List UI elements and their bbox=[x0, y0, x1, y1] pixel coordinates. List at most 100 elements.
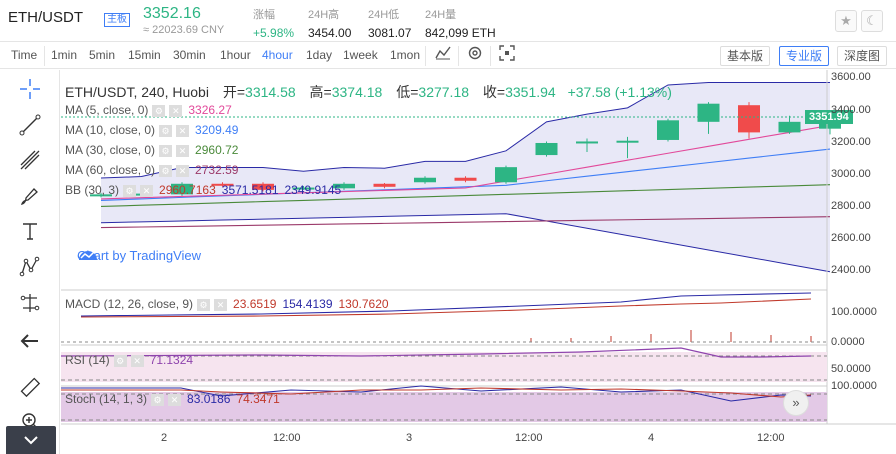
crosshair-icon[interactable] bbox=[14, 78, 46, 106]
candle-body bbox=[738, 105, 760, 133]
interval-time[interactable]: Time bbox=[11, 48, 38, 62]
interval-4hour[interactable]: 4hour bbox=[262, 48, 293, 62]
ma10-line bbox=[100, 148, 831, 201]
market-header: ETH/USDT 主板 3352.16 ≈ 22023.69 CNY 涨幅 +5… bbox=[0, 0, 896, 42]
stoch-k-line bbox=[61, 385, 812, 402]
bollinger-lower bbox=[100, 213, 831, 273]
candle-body bbox=[657, 120, 679, 140]
view-basic-button[interactable]: 基本版 bbox=[720, 46, 771, 66]
candle-body bbox=[454, 177, 477, 181]
legend-rsi[interactable]: RSI (14) ⚙ ✕ 71.1324 bbox=[65, 353, 194, 367]
price-tick: 3200.00 bbox=[831, 136, 871, 148]
legend-bb[interactable]: BB (30, 3) ⚙ ✕ 2960.7163 3571.5181 2349.9145 bbox=[65, 183, 342, 197]
interval-1min[interactable]: 1min bbox=[51, 48, 78, 62]
candle-body bbox=[211, 183, 234, 186]
interval-15min[interactable]: 15min bbox=[128, 48, 161, 62]
macd-signal-line bbox=[80, 298, 812, 318]
candle-body bbox=[333, 183, 355, 189]
candle-body bbox=[819, 123, 841, 129]
legend-ma5[interactable]: MA (5, close, 0) ⚙ ✕ 3326.27 bbox=[65, 103, 232, 117]
interval-1week[interactable]: 1week bbox=[343, 48, 378, 62]
price-tick: 3600.00 bbox=[831, 71, 871, 83]
time-tick: 3 bbox=[406, 432, 413, 444]
legend-stoch[interactable]: Stoch (14, 1, 3) ⚙ ✕ 83.0186 74.3471 bbox=[65, 392, 280, 406]
bollinger-upper bbox=[100, 82, 830, 179]
candle-body bbox=[90, 194, 112, 197]
indicator-icon[interactable] bbox=[432, 45, 454, 67]
interval-30min[interactable]: 30min bbox=[173, 48, 206, 62]
price-tick: 3400.00 bbox=[831, 104, 871, 116]
chart-canvas[interactable] bbox=[61, 70, 896, 454]
candle-body bbox=[778, 121, 801, 133]
settings-icon[interactable] bbox=[464, 45, 486, 67]
macd-line bbox=[80, 292, 812, 317]
last-price: 3352.16 bbox=[143, 5, 201, 22]
time-tick: 12:00 bbox=[757, 432, 785, 444]
stoch-d-line bbox=[61, 387, 812, 398]
view-pro-button[interactable]: 专业版 bbox=[779, 46, 830, 66]
legend-macd[interactable]: MACD (12, 26, close, 9) ⚙ ✕ 23.6519 154.4139… bbox=[65, 297, 389, 311]
time-tick: 4 bbox=[648, 432, 655, 444]
trendline-icon[interactable] bbox=[14, 114, 46, 142]
chart-toolbar: Time 1min 5min 15min 30min 1hour 4hour 1… bbox=[0, 43, 896, 69]
ma5-line bbox=[100, 124, 831, 200]
change-value: +37.58 (+1.13%) bbox=[567, 84, 672, 100]
price-tick: 2400.00 bbox=[831, 264, 871, 276]
close-value: 3351.94 bbox=[505, 84, 556, 100]
candle-body bbox=[292, 187, 315, 190]
ruler-icon[interactable] bbox=[14, 376, 46, 404]
interval-1hour[interactable]: 1hour bbox=[220, 48, 251, 62]
interval-1day[interactable]: 1day bbox=[306, 48, 333, 62]
time-tick: 2 bbox=[161, 432, 168, 444]
rsi-band bbox=[61, 352, 827, 382]
candle-body bbox=[414, 177, 436, 183]
open-value: 3314.58 bbox=[245, 84, 296, 100]
stat-low: 24H低 3081.07 bbox=[368, 9, 412, 40]
stat-volume: 24H量 842,099 ETH bbox=[425, 9, 496, 40]
drawing-tools bbox=[0, 70, 60, 454]
rsi-line bbox=[61, 347, 812, 358]
price-tick: 2800.00 bbox=[831, 200, 871, 212]
pattern-icon[interactable] bbox=[14, 256, 46, 284]
candle-body bbox=[616, 140, 639, 143]
time-tick: 12:00 bbox=[515, 432, 543, 444]
measure-icon[interactable] bbox=[14, 292, 46, 320]
low-value: 3277.18 bbox=[418, 84, 470, 100]
candle-body bbox=[697, 103, 720, 122]
star-icon[interactable]: ★ bbox=[835, 10, 857, 32]
rsi-tick: 50.0000 bbox=[831, 363, 871, 375]
time-tick: 12:00 bbox=[273, 432, 301, 444]
chart-title: ETH/USDT, 240, Huobi 开=3314.58 高=3374.18… bbox=[65, 84, 672, 100]
interval-5min[interactable]: 5min bbox=[89, 48, 116, 62]
candle-body bbox=[373, 183, 396, 187]
ma30-line bbox=[100, 184, 831, 207]
double-chevron-right-icon[interactable]: » bbox=[783, 390, 809, 416]
candle-body bbox=[171, 183, 193, 195]
legend-ma60[interactable]: MA (60, close, 0) ⚙ ✕ 2732.59 bbox=[65, 163, 239, 177]
moon-icon[interactable]: ☾ bbox=[861, 10, 883, 32]
price-chart[interactable]: ETH/USDT, 240, Huobi 开=3314.58 高=3374.18… bbox=[61, 70, 896, 454]
last-price-tag: 3351.94 bbox=[805, 110, 853, 124]
chevron-down-icon[interactable] bbox=[6, 426, 56, 454]
macd-histogram bbox=[530, 330, 812, 342]
interval-1mon[interactable]: 1mon bbox=[390, 48, 421, 62]
price-tick: 3000.00 bbox=[831, 168, 871, 180]
high-value: 3374.18 bbox=[331, 84, 383, 100]
stoch-band bbox=[61, 392, 827, 422]
tradingview-badge[interactable]: Chart by TradingView bbox=[77, 248, 202, 263]
brush-icon[interactable] bbox=[14, 185, 46, 213]
candle-body bbox=[535, 142, 558, 156]
back-arrow-icon[interactable] bbox=[14, 330, 46, 358]
text-icon[interactable] bbox=[14, 220, 46, 248]
candle-body bbox=[576, 141, 598, 144]
fullscreen-icon[interactable] bbox=[496, 45, 518, 67]
legend-ma30[interactable]: MA (30, close, 0) ⚙ ✕ 2960.72 bbox=[65, 143, 239, 157]
pitchfork-icon[interactable] bbox=[14, 149, 46, 177]
view-depth-button[interactable]: 深度图 bbox=[837, 46, 888, 66]
legend-ma10[interactable]: MA (10, close, 0) ⚙ ✕ 3209.49 bbox=[65, 123, 239, 137]
board-badge: 主板 bbox=[104, 13, 130, 27]
candle-body bbox=[252, 183, 274, 190]
stat-high: 24H高 3454.00 bbox=[308, 9, 352, 40]
macd-tick: 100.0000 bbox=[831, 306, 877, 318]
ma60-line bbox=[100, 216, 831, 229]
